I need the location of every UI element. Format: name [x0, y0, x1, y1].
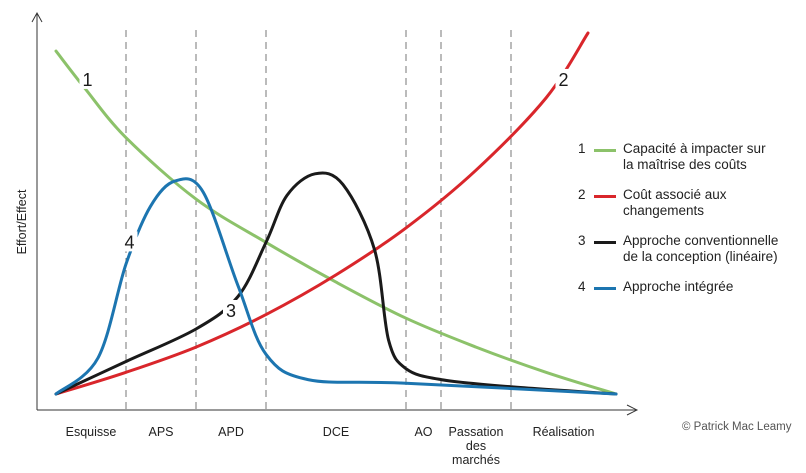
legend-number: 4	[578, 279, 586, 294]
curve-label-background	[79, 68, 96, 89]
curve-label-background	[555, 68, 572, 89]
series-line-cost-curve	[54, 31, 590, 396]
legend-item: 3 Approche conventionnelle de la concept…	[578, 233, 800, 279]
series-line-conventional-curve	[54, 171, 618, 396]
legend-label: Capacité à impacter sur la maîtrise des …	[623, 141, 766, 172]
legend: 1 Capacité à impacter sur la maîtrise de…	[578, 141, 800, 305]
axes: Effort/Effect	[15, 11, 639, 416]
curve-number-labels: 1 2 3 4	[79, 68, 572, 321]
series-line-integrated-curve	[54, 177, 618, 396]
curve-number-label: 2	[558, 70, 568, 90]
legend-number: 3	[578, 233, 586, 248]
series-lines	[54, 31, 618, 396]
y-axis-arrow	[31, 11, 43, 23]
legend-label: Approche intégrée	[623, 279, 734, 294]
legend-swatch-blue	[594, 287, 616, 290]
curve-label-background	[121, 231, 138, 252]
curve-number-label: 4	[124, 232, 134, 252]
legend-item: 1 Capacité à impacter sur la maîtrise de…	[578, 141, 800, 187]
legend-swatch-green	[594, 149, 616, 152]
legend-swatch-red	[594, 195, 616, 198]
legend-label: Approche conventionnelle de la conceptio…	[623, 233, 779, 264]
series-line-capacity-curve	[54, 49, 618, 396]
curve-label-background	[223, 299, 239, 320]
legend-item: 4 Approche intégrée	[578, 279, 800, 305]
legend-label: Coût associé aux changements	[623, 187, 727, 218]
curve-number-label: 1	[82, 70, 92, 90]
phase-labels: Esquisse APS APD DCE AO Passation des marchés Ré…	[66, 425, 595, 467]
legend-number: 1	[578, 141, 586, 156]
legend-number: 2	[578, 187, 586, 202]
x-axis-arrow	[626, 404, 639, 416]
copyright-credit: © Patrick Mac Leamy	[682, 421, 792, 433]
legend-swatch-black	[594, 241, 616, 244]
phase-label: Réalisation	[533, 425, 595, 439]
phase-label: DCE	[323, 425, 349, 439]
phase-label: APS	[148, 425, 173, 439]
y-axis-label: Effort/Effect	[15, 189, 29, 254]
phase-label: Passation des marchés	[449, 425, 504, 467]
curve-number-label: 3	[226, 301, 236, 321]
phase-label: AO	[414, 425, 432, 439]
phase-label: APD	[218, 425, 244, 439]
phase-label: Esquisse	[66, 425, 117, 439]
legend-item: 2 Coût associé aux changements	[578, 187, 800, 233]
